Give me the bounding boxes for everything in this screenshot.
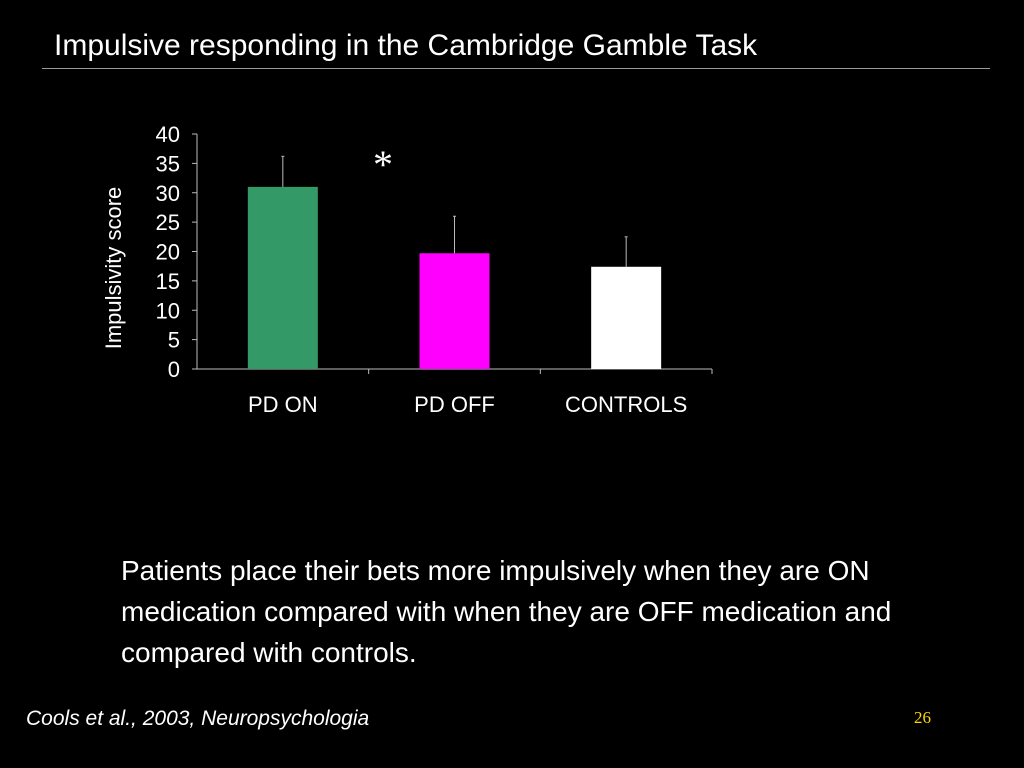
y-axis-label: Impulsivity score <box>101 187 126 350</box>
y-tick-label: 40 <box>156 122 180 147</box>
chart-marks: 0 5 10 15 20 25 30 35 40 PD ON PD OFF CONTROLS <box>156 122 713 417</box>
x-tick-label: PD ON <box>248 392 318 417</box>
y-tick-label: 5 <box>168 328 180 353</box>
significance-asterisk: * <box>373 142 393 187</box>
y-tick-label: 30 <box>156 181 180 206</box>
x-tick-label: PD OFF <box>414 392 495 417</box>
summary-text: Patients place their bets more impulsive… <box>121 555 892 668</box>
y-tick-label: 0 <box>168 357 180 382</box>
y-tick-label: 15 <box>156 269 180 294</box>
y-tick-label: 20 <box>156 240 180 265</box>
slide-title: Impulsive responding in the Cambridge Ga… <box>54 29 758 62</box>
citation: Cools et al., 2003, Neuropsychologia <box>26 707 370 730</box>
bar-pd-on <box>247 186 318 369</box>
title-divider <box>42 68 990 69</box>
bar-pd-off <box>419 253 490 369</box>
bar-controls <box>591 266 662 369</box>
x-tick-label: CONTROLS <box>565 392 687 417</box>
y-tick-label: 35 <box>156 151 180 176</box>
y-tick-label: 25 <box>156 210 180 235</box>
y-tick-label: 10 <box>156 298 180 323</box>
slide-number: 26 <box>914 708 931 727</box>
